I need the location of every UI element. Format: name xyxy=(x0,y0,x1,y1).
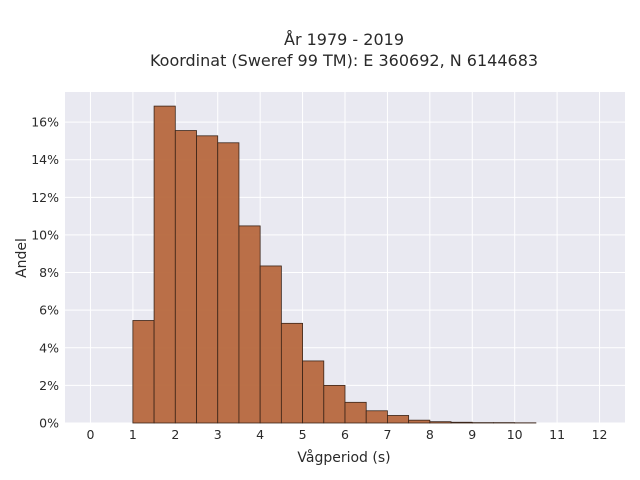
x-tick-label: 11 xyxy=(549,427,565,442)
x-tick-label: 12 xyxy=(592,427,608,442)
bar-9 xyxy=(323,384,346,424)
y-tick-label: 8% xyxy=(39,265,59,280)
bar-6 xyxy=(259,265,282,424)
y-tick-label: 0% xyxy=(39,416,59,431)
x-tick-label: 2 xyxy=(171,427,179,442)
x-tick-label: 10 xyxy=(507,427,523,442)
chart-title-line-1: År 1979 - 2019 xyxy=(284,30,404,49)
x-axis-label: Vågperiod (s) xyxy=(297,449,390,466)
bar-12 xyxy=(387,415,410,424)
x-tick-label: 6 xyxy=(341,427,349,442)
bar-4 xyxy=(217,142,240,424)
x-axis-ticks: 0 1 2 3 4 5 6 7 8 9 10 11 12 xyxy=(86,427,607,442)
y-tick-label: 12% xyxy=(31,190,59,205)
bar-series xyxy=(132,105,537,424)
y-tick-label: 6% xyxy=(39,303,59,318)
bar-8 xyxy=(302,360,325,424)
bar-7 xyxy=(280,322,303,424)
chart-title: År 1979 - 2019 Koordinat (Sweref 99 TM):… xyxy=(150,30,538,70)
bar-2 xyxy=(174,130,197,424)
x-tick-label: 1 xyxy=(129,427,137,442)
bar-0 xyxy=(132,320,155,424)
x-tick-label: 9 xyxy=(468,427,476,442)
chart-title-line-2: Koordinat (Sweref 99 TM): E 360692, N 61… xyxy=(150,51,538,70)
bar-1 xyxy=(153,105,176,424)
bar-15 xyxy=(450,421,473,424)
x-tick-label: 0 xyxy=(86,427,94,442)
bar-5 xyxy=(238,225,261,424)
x-tick-label: 5 xyxy=(299,427,307,442)
x-tick-label: 3 xyxy=(214,427,222,442)
x-tick-label: 8 xyxy=(426,427,434,442)
y-tick-label: 4% xyxy=(39,340,59,355)
y-tick-label: 10% xyxy=(31,227,59,242)
bar-10 xyxy=(344,401,367,424)
y-tick-label: 2% xyxy=(39,378,59,393)
y-tick-label: 14% xyxy=(31,152,59,167)
y-axis-label: Andel xyxy=(14,238,30,278)
y-tick-label: 16% xyxy=(31,115,59,130)
bar-13 xyxy=(408,419,431,424)
x-tick-label: 4 xyxy=(256,427,264,442)
bar-14 xyxy=(429,421,452,424)
x-tick-label: 7 xyxy=(383,427,391,442)
y-axis-ticks: 0% 2% 4% 6% 8% 10% 12% 14% 16% xyxy=(31,115,59,431)
bar-3 xyxy=(196,135,219,424)
bar-11 xyxy=(365,410,388,424)
